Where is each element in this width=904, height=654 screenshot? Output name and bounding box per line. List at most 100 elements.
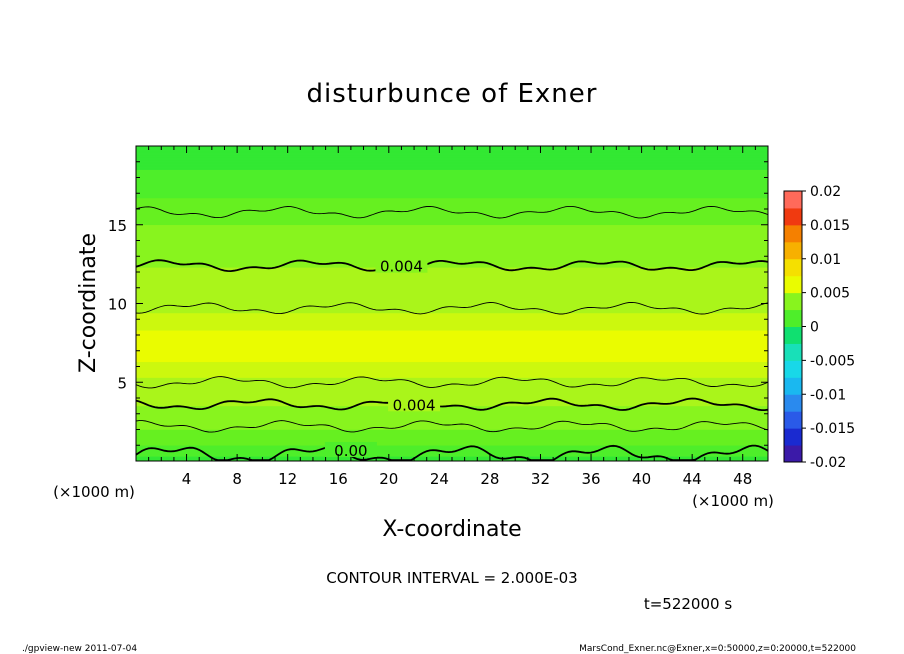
heatmap-cell (136, 364, 768, 367)
heatmap-cell (136, 424, 768, 427)
heatmap-cell (136, 181, 768, 185)
colorbar-swatch (784, 275, 802, 294)
heatmap-cell (136, 411, 768, 415)
heatmap-cell (136, 448, 768, 451)
heatmap-cell (136, 292, 768, 295)
colorbar-tick-label: 0.02 (810, 184, 841, 200)
heatmap-cell (136, 215, 768, 218)
heatmap-cell (136, 347, 768, 350)
x-tick-label: 44 (683, 470, 702, 488)
heatmap-cell (136, 444, 768, 448)
heatmap-cell (136, 185, 768, 188)
heatmap-cell (136, 320, 768, 323)
heatmap-cell (136, 221, 768, 224)
heatmap-cell (136, 454, 768, 457)
heatmap-cell (136, 270, 768, 273)
heatmap-cell (136, 186, 768, 189)
plot-area: 0.00 0.004 0.004 (135, 145, 769, 462)
colorbar-tick-label: -0.02 (810, 455, 846, 471)
contour-line (136, 259, 768, 273)
x-tick-label: 36 (581, 470, 600, 488)
heatmap-cell (136, 386, 768, 389)
heatmap-cell (136, 304, 768, 307)
colorbar-swatch (784, 292, 802, 311)
heatmap-cell (136, 391, 768, 394)
heatmap-cell (136, 296, 768, 300)
heatmap-cell (136, 452, 768, 455)
y-axis-label: Z-coordinate (76, 233, 101, 373)
heatmap-cell (136, 183, 768, 186)
heatmap-cell (136, 222, 768, 226)
x-tick-label: 16 (329, 470, 348, 488)
heatmap-cell (136, 237, 768, 240)
heatmap-cell (136, 413, 768, 416)
heatmap-cell (136, 441, 768, 444)
heatmap-cell (136, 418, 768, 421)
heatmap-cell (136, 205, 768, 208)
colorbar-swatch (784, 394, 802, 412)
footer-right: MarsCond_Exner.nc@Exner,x=0:50000,z=0:20… (579, 644, 856, 654)
heatmap-cell (136, 192, 768, 196)
heatmap-cell (136, 295, 768, 298)
heatmap-cell (136, 433, 768, 437)
colorbar-swatch (784, 224, 802, 243)
heatmap-cell (136, 370, 768, 374)
heatmap-cell (136, 271, 768, 274)
heatmap-cell (136, 218, 768, 221)
heatmap-cell (136, 180, 768, 183)
heatmap-cell (136, 290, 768, 293)
contour-line (136, 397, 768, 411)
heatmap-cell (136, 372, 768, 375)
heatmap-cell (136, 224, 768, 227)
time-label: t=522000 s (644, 595, 732, 613)
heatmap-cell (136, 399, 768, 402)
y-tick-label: 10 (108, 296, 127, 314)
heatmap-cell (136, 211, 768, 215)
heatmap-cell (136, 175, 768, 178)
heatmap-cell (136, 336, 768, 339)
heatmap-cell (136, 194, 768, 197)
heatmap-cell (136, 191, 768, 194)
heatmap-cell (136, 328, 768, 331)
x-ticks: 4 8 12 16 20 24 28 32 36 40 44 48 (135, 146, 769, 488)
footer-left: ./gpview-new 2011-07-04 (22, 644, 137, 654)
heatmap-cell (136, 312, 768, 315)
contour-label-bg (388, 396, 441, 412)
heatmap-cell (136, 378, 768, 381)
colorbar-swatch (784, 377, 802, 395)
heatmap-cell (136, 422, 768, 426)
heatmap-cell (136, 200, 768, 203)
heatmap-cell (136, 276, 768, 279)
heatmap-cell (136, 254, 768, 257)
heatmap-cell (136, 163, 768, 166)
heatmap-cell (136, 339, 768, 342)
heatmap-cell (136, 348, 768, 352)
heatmap-cell (136, 325, 768, 328)
heatmap-cell (136, 284, 768, 287)
heatmap-field: 0.00 0.004 0.004 (136, 146, 768, 461)
x-unit-label-right: (×1000 m) (692, 492, 774, 510)
heatmap-cell (136, 322, 768, 325)
colorbar-tick-label: 0.005 (810, 286, 850, 302)
colorbar-swatch (784, 241, 802, 260)
colorbar-swatch (784, 309, 802, 327)
heatmap-cell (136, 213, 768, 216)
heatmap-cell (136, 289, 768, 292)
heatmap-cell (136, 300, 768, 303)
heatmap-cell (136, 169, 768, 172)
heatmap-cell (136, 437, 768, 440)
heatmap-cell (136, 199, 768, 202)
x-tick-label: 20 (379, 470, 398, 488)
heatmap-cell (136, 241, 768, 244)
heatmap-cell (136, 323, 768, 326)
heatmap-cell (136, 268, 768, 271)
heatmap-cell (136, 274, 768, 278)
heatmap-cell (136, 396, 768, 399)
heatmap-cell (136, 341, 768, 344)
heatmap-cell (136, 400, 768, 404)
heatmap-cell (136, 285, 768, 289)
heatmap-cell (136, 202, 768, 205)
x-tick-label: 8 (232, 470, 242, 488)
heatmap-cell (136, 263, 768, 266)
